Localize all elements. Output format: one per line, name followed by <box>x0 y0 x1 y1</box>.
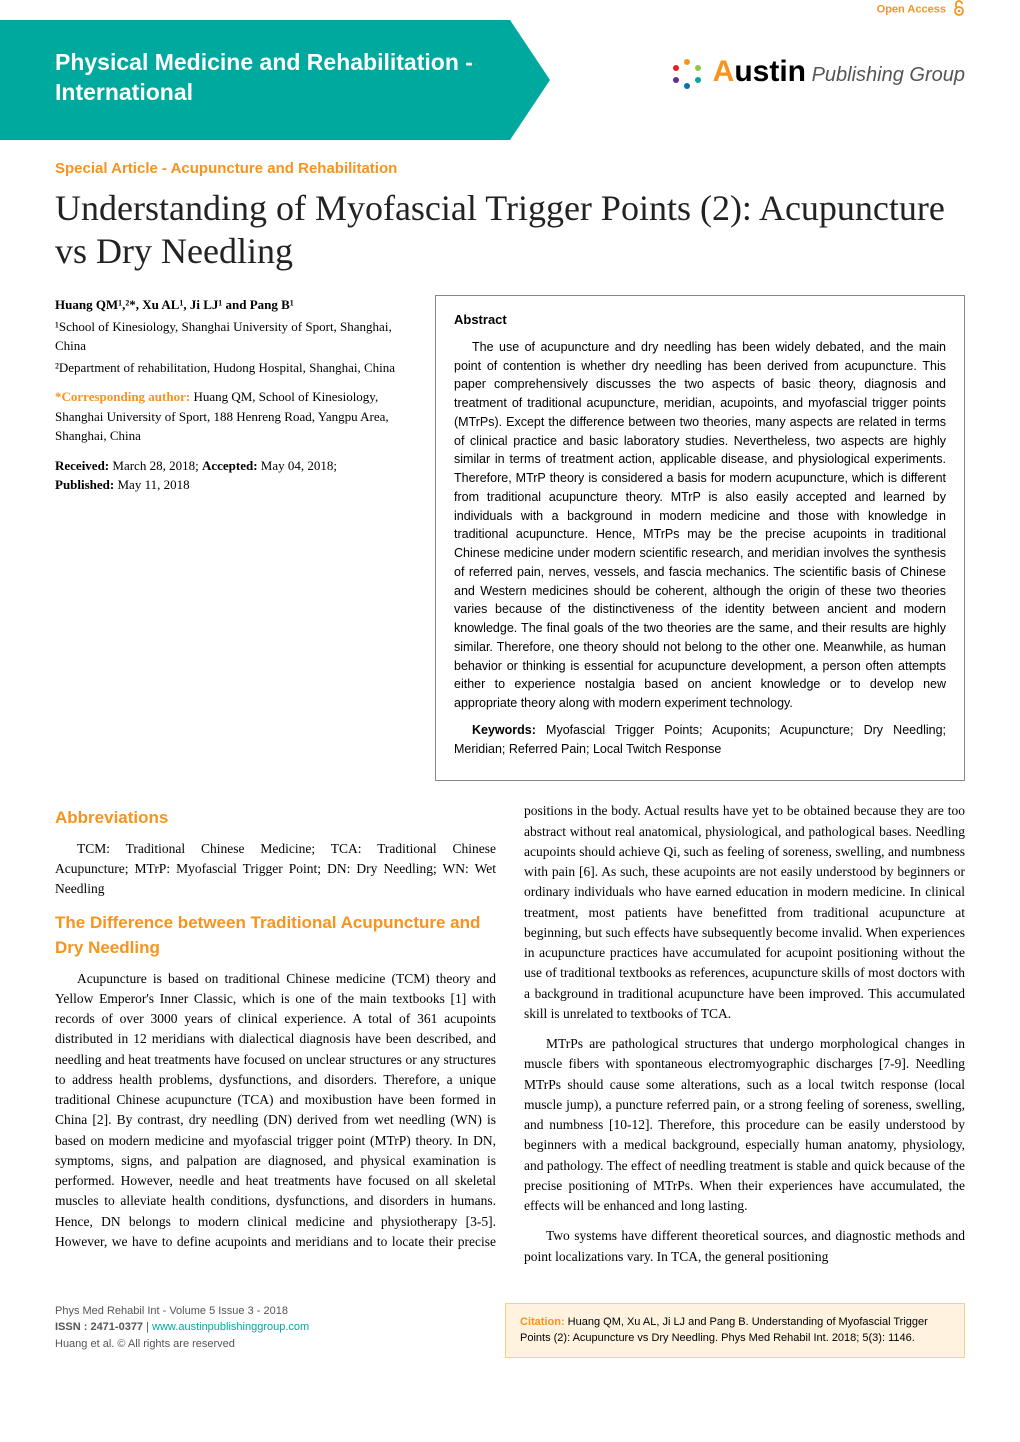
accepted-label: Accepted: <box>202 458 258 473</box>
header: Open Access Physical Medicine and Rehabi… <box>0 0 1020 130</box>
open-access-icon <box>953 0 965 19</box>
published-date: May 11, 2018 <box>114 477 189 492</box>
corresponding: *Corresponding author: Huang QM, School … <box>55 387 415 446</box>
logo-dots-icon <box>670 57 704 96</box>
logo-pg: Publishing Group <box>806 64 965 86</box>
keywords: Keywords: Myofascial Trigger Points; Acu… <box>454 721 946 759</box>
body-para-2: MTrPs are pathological structures that u… <box>524 1034 965 1216</box>
article-title: Understanding of Myofascial Trigger Poin… <box>55 187 965 273</box>
received-label: Received: <box>55 458 109 473</box>
accepted-date: May 04, 2018; <box>258 458 337 473</box>
abbreviations-text: TCM: Traditional Chinese Medicine; TCA: … <box>55 839 496 900</box>
footer-rights: Huang et al. © All rights are reserved <box>55 1336 485 1353</box>
abstract-box: Abstract The use of acupuncture and dry … <box>435 295 965 781</box>
content: Special Article - Acupuncture and Rehabi… <box>0 130 1020 1287</box>
footer: Phys Med Rehabil Int - Volume 5 Issue 3 … <box>0 1287 1020 1388</box>
abstract-heading: Abstract <box>454 310 946 330</box>
open-access-badge: Open Access <box>877 0 965 19</box>
affiliation-2: ²Department of rehabilitation, Hudong Ho… <box>55 358 415 378</box>
logo-ustin: ustin <box>734 55 806 88</box>
footer-issn-label: ISSN : 2471-0377 <box>55 1321 143 1333</box>
footer-meta: Phys Med Rehabil Int - Volume 5 Issue 3 … <box>55 1303 485 1353</box>
body-columns: Abbreviations TCM: Traditional Chinese M… <box>55 801 965 1267</box>
abbreviations-heading: Abbreviations <box>55 805 496 831</box>
received-date: March 28, 2018; <box>109 458 202 473</box>
difference-heading: The Difference between Traditional Acupu… <box>55 910 496 961</box>
meta-abstract-row: Huang QM¹,²*, Xu AL¹, Ji LJ¹ and Pang B¹… <box>55 295 965 781</box>
author-info: Huang QM¹,²*, Xu AL¹, Ji LJ¹ and Pang B¹… <box>55 295 415 781</box>
affiliation-1: ¹School of Kinesiology, Shanghai Univers… <box>55 317 415 356</box>
footer-url[interactable]: www.austinpublishinggroup.com <box>152 1321 309 1333</box>
keywords-label: Keywords: <box>472 723 536 737</box>
journal-title: Physical Medicine and Rehabilitation - I… <box>0 20 510 108</box>
body-para-3: Two systems have different theoretical s… <box>524 1226 965 1267</box>
footer-rights-text: Huang et al. © All rights are reserved <box>55 1338 235 1350</box>
corresponding-label: *Corresponding author: <box>55 389 190 404</box>
published-label: Published: <box>55 477 114 492</box>
citation-text: Huang QM, Xu AL, Ji LJ and Pang B. Under… <box>520 1316 928 1345</box>
citation-label: Citation: <box>520 1316 565 1328</box>
article-type: Special Article - Acupuncture and Rehabi… <box>55 160 965 177</box>
page: Open Access Physical Medicine and Rehabi… <box>0 0 1020 1388</box>
dates: Received: March 28, 2018; Accepted: May … <box>55 456 415 495</box>
footer-journal-line: Phys Med Rehabil Int - Volume 5 Issue 3 … <box>55 1303 485 1320</box>
authors: Huang QM¹,²*, Xu AL¹, Ji LJ¹ and Pang B¹ <box>55 295 415 315</box>
citation-box: Citation: Huang QM, Xu AL, Ji LJ and Pan… <box>505 1303 965 1358</box>
publisher-logo: Austin Publishing Group <box>670 55 965 96</box>
footer-issn-sep: | <box>143 1321 152 1333</box>
journal-title-bar: Physical Medicine and Rehabilitation - I… <box>0 10 510 140</box>
open-access-text: Open Access <box>877 3 946 15</box>
logo-a: A <box>713 55 735 88</box>
abstract-text: The use of acupuncture and dry needling … <box>454 338 946 713</box>
